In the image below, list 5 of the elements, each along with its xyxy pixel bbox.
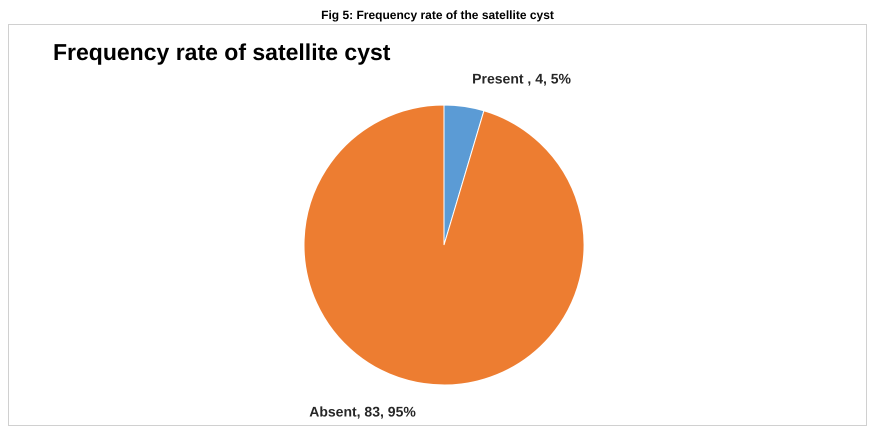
chart-title: Frequency rate of satellite cyst: [53, 39, 390, 66]
slice-label: Absent, 83, 95%: [309, 403, 416, 420]
caption: Fig 5: Frequency rate of the satellite cyst: [320, 8, 555, 24]
slice-label: Present , 4, 5%: [472, 70, 572, 87]
pie-slice: [304, 104, 584, 386]
